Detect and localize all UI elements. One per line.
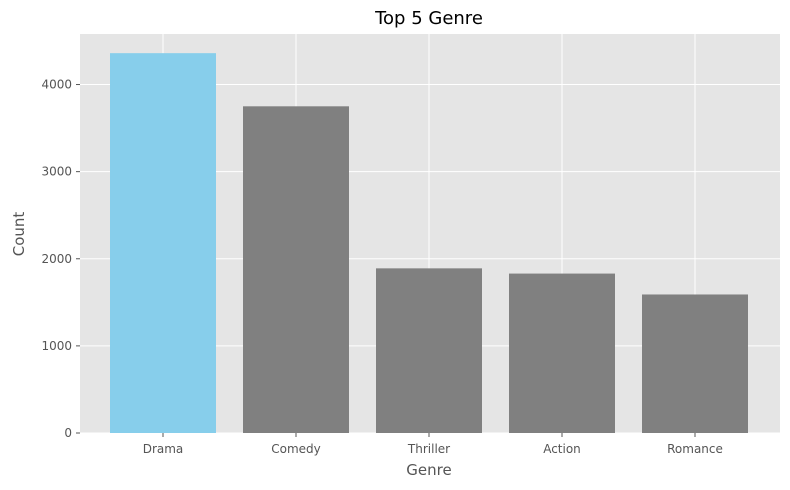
- x-tick-label: Comedy: [271, 442, 321, 456]
- x-axis-label: Genre: [406, 461, 451, 479]
- y-axis-ticks: 0 1000 2000 3000 4000: [41, 78, 80, 440]
- y-tick-label: 3000: [41, 165, 72, 179]
- x-tick-label: Romance: [667, 442, 723, 456]
- chart-title: Top 5 Genre: [374, 8, 483, 29]
- y-tick-label: 1000: [41, 339, 72, 353]
- x-tick-label: Action: [543, 442, 581, 456]
- bar-action: [509, 273, 615, 433]
- bar-thriller: [376, 268, 482, 433]
- y-tick-label: 2000: [41, 252, 72, 266]
- x-tick-label: Thriller: [407, 442, 450, 456]
- x-tick-label: Drama: [143, 442, 184, 456]
- y-axis-label: Count: [10, 212, 28, 257]
- bar-romance: [642, 294, 748, 433]
- bar-drama: [110, 53, 216, 433]
- bar-comedy: [243, 106, 349, 433]
- bars: [110, 53, 748, 433]
- y-tick-label: 0: [64, 426, 72, 440]
- y-tick-label: 4000: [41, 78, 72, 92]
- x-axis-ticks: Drama Comedy Thriller Action Romance: [143, 433, 723, 456]
